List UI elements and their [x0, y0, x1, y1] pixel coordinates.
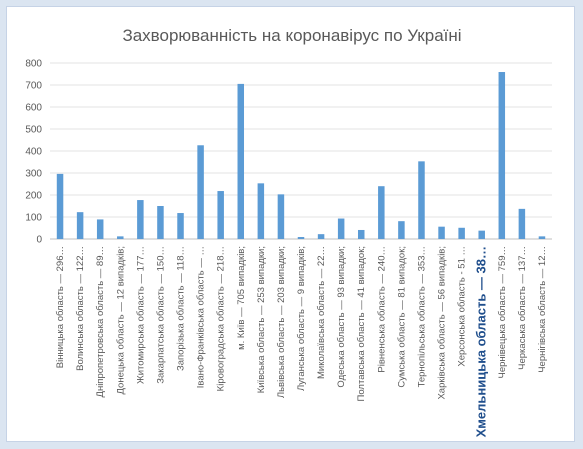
x-tick-label: Рівненська область — 240… [376, 246, 387, 373]
x-tick-label: Київська область — 253 випадки; [256, 246, 267, 393]
x-tick-label: Луганська область — 9 випадків; [296, 246, 307, 391]
bar [76, 212, 84, 239]
bar [297, 237, 305, 239]
y-tick-label: 700 [25, 81, 42, 92]
bar [277, 194, 285, 239]
bar [197, 145, 204, 239]
bar [117, 236, 124, 239]
bar [518, 208, 526, 239]
bar [217, 191, 224, 239]
x-tick-label: Чернівецька область — 759… [497, 246, 508, 378]
bar [398, 221, 405, 239]
y-tick-label: 600 [25, 103, 42, 114]
bar [337, 218, 345, 239]
x-tick-label: Донецька область — 12 випадків; [115, 246, 126, 394]
bar [418, 161, 425, 239]
x-tick-label: Запорізька область — 118… [176, 246, 187, 371]
bar [56, 173, 64, 239]
x-tick-label: Сумська область — 81 випадок; [396, 246, 407, 388]
y-tick-label: 500 [25, 125, 42, 136]
y-tick-label: 300 [25, 169, 42, 180]
x-tick-label: Львівська область — 203 випадки; [276, 246, 287, 398]
bar [96, 219, 104, 239]
y-tick-label: 200 [25, 191, 42, 202]
bar [177, 213, 184, 239]
y-tick-label: 400 [25, 147, 42, 158]
bar [137, 200, 144, 239]
bar [458, 227, 465, 239]
bar [498, 72, 506, 240]
bar [438, 226, 445, 239]
y-tick-label: 100 [25, 213, 42, 224]
bar [157, 206, 164, 239]
bar [538, 236, 546, 239]
x-tick-label: Полтавська область — 41 випадок; [356, 246, 367, 401]
x-tick-label: Харківська область — 56 випадків; [437, 246, 448, 400]
x-tick-label: Волинська область — 122… [75, 246, 86, 371]
x-tick-label: Кіровоградська область — 218… [216, 246, 227, 391]
y-tick-label: 800 [25, 59, 42, 70]
x-tick-label: Чернігівська область — 12… [537, 246, 548, 373]
bar [378, 186, 385, 239]
x-tick-label: Дніпропетровська область — 89… [95, 246, 106, 397]
bar [317, 234, 325, 239]
x-tick-label: Тернопільська область — 353… [416, 246, 427, 387]
bar [237, 83, 245, 240]
x-tick-label: Одеська область — 93 випадки; [336, 246, 347, 388]
chart-title: Захворюванність на коронавірус по Україн… [122, 26, 461, 45]
x-tick-label: Черкаська область — 137… [517, 246, 528, 370]
bar [478, 230, 485, 239]
x-tick-label: Херсонська область - 51 … [457, 246, 468, 367]
x-tick-label: м. Київ — 705 випадків; [236, 246, 247, 350]
x-tick-label: Миколаївська область — 22… [316, 246, 327, 379]
y-tick-label: 0 [36, 235, 42, 246]
x-tick-label: Хмельницька область — 38… [474, 246, 489, 437]
x-tick-label: Івано-Франківська область — … [196, 246, 207, 388]
x-tick-label: Вінницька область — 296… [55, 246, 66, 368]
bar [357, 229, 365, 239]
x-tick-label: Закарпатська область — 150… [155, 246, 166, 384]
x-tick-label: Житомирська область — 177… [135, 246, 146, 384]
bar [257, 183, 265, 239]
